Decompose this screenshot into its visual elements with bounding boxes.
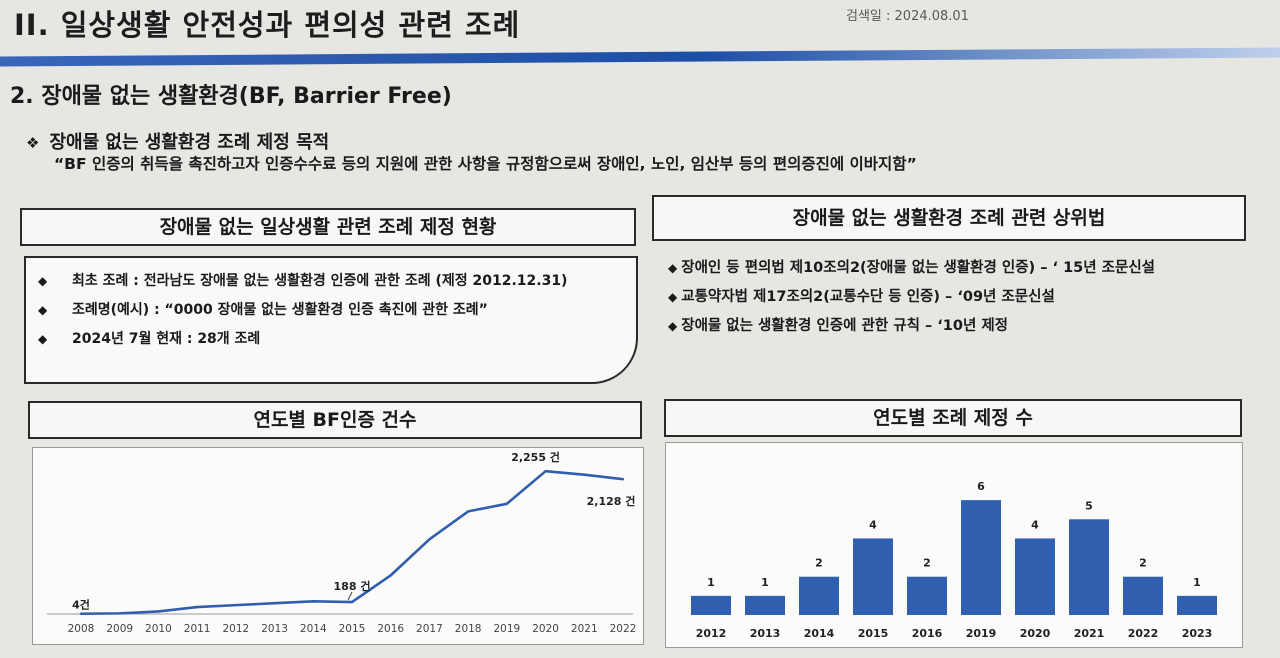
data-label: 5	[1085, 499, 1093, 512]
data-point	[428, 538, 431, 541]
bar	[961, 500, 1001, 615]
ordinance-bar-chart: 1 2012 1 2013 2 2014 4 2015 2 2016 6 2019 4 2020 5 2021…	[665, 442, 1243, 648]
data-label: 1	[761, 576, 769, 589]
data-point	[118, 612, 121, 615]
x-tick-label: 2018	[455, 623, 482, 635]
x-tick-label: 2009	[106, 623, 133, 635]
data-point	[195, 605, 199, 609]
data-label: 2	[923, 557, 931, 570]
diamond-icon: ◆	[38, 274, 48, 288]
diamond-icon: ◆	[38, 332, 48, 346]
data-point	[389, 574, 392, 577]
x-tick-label: 2010	[145, 623, 172, 635]
data-point	[234, 603, 238, 607]
x-tick-label: 2021	[1074, 627, 1105, 640]
purpose-quote: “BF 인증의 취득을 촉진하고자 인증수수료 등의 지원에 관한 사항을 규정…	[54, 155, 917, 173]
subsection-heading-text: 장애물 없는 생활환경 조례 제정 목적	[49, 132, 330, 153]
ordinance-status-box: ◆ 최초 조례 : 전라남도 장애물 없는 생활환경 인증에 관한 조례 (제정 …	[24, 256, 638, 384]
law-item: ◆ 장애물 없는 생활환경 인증에 관한 규칙 – ‘10년 제정	[668, 318, 1009, 334]
data-label: 2,128 건	[587, 494, 636, 508]
x-tick-label: 2022	[610, 623, 637, 635]
x-tick-label: 2022	[1128, 627, 1159, 640]
ordinance-status-title: 장애물 없는 일상생활 관련 조례 제정 현황	[20, 208, 636, 246]
status-item: ◆ 2024년 7월 현재 : 28개 조례	[38, 326, 636, 353]
bar	[1015, 538, 1055, 615]
diamond-icon: ◆	[668, 319, 678, 333]
data-point	[505, 502, 509, 505]
bar	[1123, 576, 1163, 615]
diamond-icon: ◆	[38, 303, 48, 317]
data-point	[621, 478, 625, 481]
ordinance-chart-title: 연도별 조례 제정 수	[664, 399, 1242, 437]
data-label: 2	[1139, 557, 1147, 570]
data-point	[466, 510, 470, 513]
search-date: 검색일 : 2024.08.01	[846, 9, 969, 24]
x-tick-label: 2008	[68, 623, 95, 635]
diamond-icon: ◆	[668, 290, 678, 304]
x-tick-label: 2021	[571, 623, 598, 635]
subsection-heading: ❖ 장애물 없는 생활환경 조례 제정 목적	[26, 128, 329, 154]
law-item: ◆ 장애인 등 편의법 제10조의2(장애물 없는 생활환경 인증) – ‘ 15…	[668, 260, 1156, 276]
x-tick-label: 2012	[222, 623, 249, 635]
bf-chart-title: 연도별 BF인증 건수	[28, 401, 642, 439]
data-label: 2,255 건	[511, 450, 560, 464]
x-tick-label: 2014	[300, 623, 327, 635]
x-tick-label: 2013	[750, 627, 781, 640]
bar	[1069, 519, 1109, 615]
data-point	[273, 602, 276, 605]
data-label: 4건	[72, 598, 90, 612]
x-tick-label: 2017	[416, 623, 443, 635]
data-point	[544, 469, 547, 473]
x-tick-label: 2023	[1182, 627, 1213, 640]
data-label: 4	[869, 518, 877, 531]
bar	[799, 576, 839, 615]
x-tick-label: 2019	[493, 623, 520, 635]
data-point	[350, 600, 354, 604]
x-tick-label: 2016	[377, 623, 404, 635]
data-point	[583, 473, 586, 476]
x-tick-label: 2014	[804, 627, 835, 640]
status-item: ◆ 조례명(예시) : “0000 장애물 없는 생활환경 인증 촉진에 관한 조…	[38, 297, 636, 324]
x-tick-label: 2019	[966, 627, 997, 640]
bf-line-chart-svg: 2008 2009 2010 2011 2012 2013 2014 2015 2016 2017…	[47, 450, 637, 635]
data-label: 4	[1031, 518, 1039, 531]
law-item: ◆ 교통약자법 제17조의2(교통수단 등 인증) – ‘09년 조문신설	[668, 289, 1055, 305]
ordinance-bar-chart-svg: 1 2012 1 2013 2 2014 4 2015 2 2016 6 2019 4 2020 5 2021…	[691, 480, 1217, 640]
annotation-leader	[347, 591, 353, 601]
data-label: 188 건	[334, 579, 371, 593]
title-divider	[0, 47, 1280, 67]
bar	[1177, 595, 1217, 615]
data-point	[79, 612, 83, 615]
bar	[853, 538, 893, 615]
bar	[691, 595, 731, 615]
page-title: II. 일상생활 안전성과 편의성 관련 조례	[14, 8, 521, 42]
bf-line-chart: 2008 2009 2010 2011 2012 2013 2014 2015 2016 2017…	[32, 447, 644, 645]
x-tick-label: 2015	[858, 627, 889, 640]
bar	[907, 576, 947, 615]
x-tick-label: 2020	[532, 623, 559, 635]
x-tick-label: 2013	[261, 623, 288, 635]
data-label: 2	[815, 557, 823, 570]
data-label: 1	[1193, 576, 1201, 589]
bar	[745, 595, 785, 615]
x-tick-label: 2011	[184, 623, 211, 635]
x-tick-label: 2020	[1020, 627, 1051, 640]
higher-laws-list: ◆ 장애인 등 편의법 제10조의2(장애물 없는 생활환경 인증) – ‘ 15…	[668, 254, 1155, 341]
data-point	[312, 600, 315, 603]
x-tick-label: 2012	[696, 627, 727, 640]
section-heading: 2. 장애물 없는 생활환경(BF, Barrier Free)	[10, 84, 452, 109]
data-label: 1	[707, 576, 715, 589]
x-tick-label: 2015	[339, 623, 366, 635]
diamond-icon: ◆	[668, 261, 678, 275]
data-point	[157, 610, 160, 613]
higher-laws-title: 장애물 없는 생활환경 조례 관련 상위법	[652, 195, 1246, 241]
x-tick-label: 2016	[912, 627, 943, 640]
status-item: ◆ 최초 조례 : 전라남도 장애물 없는 생활환경 인증에 관한 조례 (제정 …	[38, 268, 636, 295]
fleuron-icon: ❖	[26, 134, 40, 152]
data-label: 6	[977, 480, 985, 493]
